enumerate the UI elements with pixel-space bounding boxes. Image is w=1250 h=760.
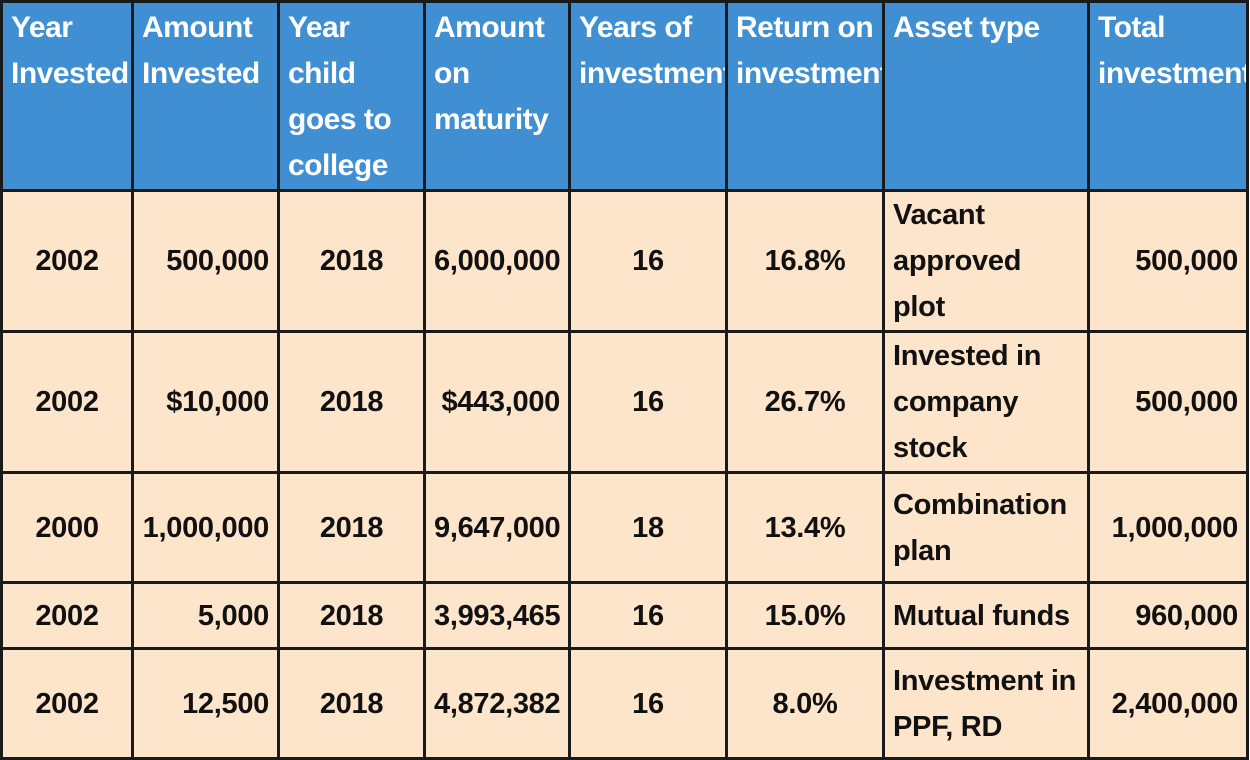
table-row: 2002 500,000 2018 6,000,000 16 16.8% Vac… [0,189,1249,333]
header-amount-invested: Amount Invested [131,0,280,192]
cell-years-investment: 16 [568,330,728,474]
cell-asset-type: Combination plan [882,471,1090,584]
cell-year-college: 2018 [277,330,426,474]
cell-year-college: 2018 [277,471,426,584]
cell-year-invested: 2002 [0,647,134,760]
cell-year-college: 2018 [277,189,426,333]
table-row: 2002 $10,000 2018 $443,000 16 26.7% Inve… [0,330,1249,474]
cell-amount-maturity: $443,000 [423,330,571,474]
cell-year-invested: 2002 [0,581,134,650]
cell-year-invested: 2002 [0,330,134,474]
cell-amount-invested: 5,000 [131,581,280,650]
header-amount-on-maturity: Amount on maturity [423,0,571,192]
cell-return: 15.0% [725,581,885,650]
cell-amount-invested: $10,000 [131,330,280,474]
cell-return: 26.7% [725,330,885,474]
cell-amount-maturity: 4,872,382 [423,647,571,760]
cell-total-investment: 500,000 [1087,330,1249,474]
cell-total-investment: 960,000 [1087,581,1249,650]
header-total-investment: Total investment [1087,0,1249,192]
header-year-child-goes-to-college: Year child goes to college [277,0,426,192]
cell-asset-type: Invested in company stock [882,330,1090,474]
cell-total-investment: 500,000 [1087,189,1249,333]
cell-year-college: 2018 [277,581,426,650]
table-row: 2000 1,000,000 2018 9,647,000 18 13.4% C… [0,471,1249,584]
table-row: 2002 5,000 2018 3,993,465 16 15.0% Mutua… [0,581,1249,650]
header-return-on-investment: Return on investment [725,0,885,192]
header-years-of-investment: Years of investment [568,0,728,192]
cell-amount-maturity: 9,647,000 [423,471,571,584]
cell-year-invested: 2000 [0,471,134,584]
cell-total-investment: 1,000,000 [1087,471,1249,584]
cell-year-college: 2018 [277,647,426,760]
cell-asset-type: Vacant approved plot [882,189,1090,333]
header-asset-type: Asset type [882,0,1090,192]
cell-return: 8.0% [725,647,885,760]
cell-total-investment: 2,400,000 [1087,647,1249,760]
cell-asset-type: Investment in PPF, RD [882,647,1090,760]
table-row: 2002 12,500 2018 4,872,382 16 8.0% Inves… [0,647,1249,760]
cell-amount-invested: 500,000 [131,189,280,333]
cell-amount-invested: 12,500 [131,647,280,760]
cell-return: 16.8% [725,189,885,333]
cell-years-investment: 18 [568,471,728,584]
cell-years-investment: 16 [568,581,728,650]
cell-return: 13.4% [725,471,885,584]
cell-year-invested: 2002 [0,189,134,333]
cell-amount-maturity: 3,993,465 [423,581,571,650]
cell-years-investment: 16 [568,189,728,333]
header-row: Year Invested Amount Invested Year child… [0,0,1249,192]
cell-amount-maturity: 6,000,000 [423,189,571,333]
cell-years-investment: 16 [568,647,728,760]
cell-asset-type: Mutual funds [882,581,1090,650]
header-year-invested: Year Invested [0,0,134,192]
cell-amount-invested: 1,000,000 [131,471,280,584]
